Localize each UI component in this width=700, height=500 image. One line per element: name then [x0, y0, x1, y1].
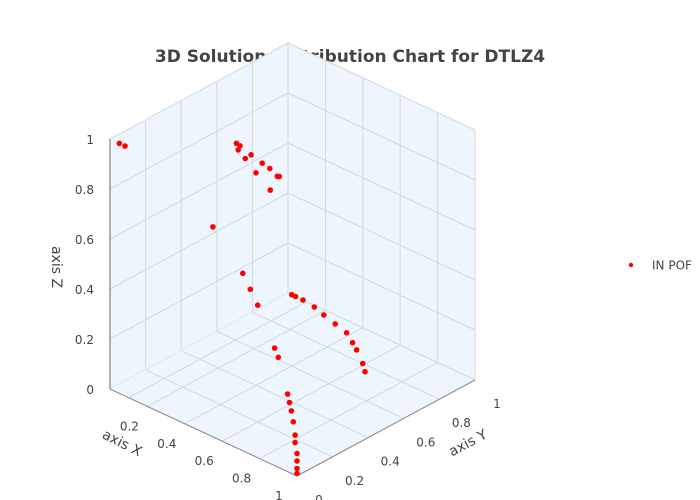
back-wall-yz: [109, 42, 289, 390]
grid-line-x: [147, 309, 326, 407]
grid-line-x: [221, 344, 401, 442]
grid-line-z: [109, 192, 289, 290]
y-tick-label: 0.8: [452, 416, 471, 430]
data-point[interactable]: [284, 391, 291, 397]
data-point[interactable]: [362, 368, 368, 375]
floor-pane: [110, 293, 475, 476]
x-tick-label: 0.6: [195, 454, 214, 468]
wall-yz-pane: [110, 43, 288, 389]
x-tick-label: 0.8: [232, 472, 251, 486]
legend-label-in-pof: IN POF: [652, 259, 692, 273]
data-point[interactable]: [294, 450, 300, 457]
z-tick-label: 1: [86, 133, 94, 147]
data-point[interactable]: [332, 321, 339, 327]
data-point[interactable]: [122, 143, 128, 149]
y-tick-label: 1: [493, 397, 501, 411]
data-point[interactable]: [267, 187, 274, 193]
y-axis-title: axis Y: [446, 427, 490, 461]
z-axis-title: axis Z: [48, 246, 64, 288]
grid-line-x: [128, 301, 307, 399]
y-tick-label: 0.6: [416, 435, 435, 449]
data-point[interactable]: [247, 286, 254, 293]
grid-line-y: [252, 311, 440, 400]
data-point[interactable]: [294, 465, 300, 472]
data-point[interactable]: [253, 170, 259, 176]
grid-line-z: [287, 242, 476, 331]
axis-line-x: [109, 388, 298, 477]
z-tick-label: 0.6: [75, 233, 94, 247]
data-point[interactable]: [292, 432, 298, 438]
grid-line-z: [287, 142, 476, 231]
data-point[interactable]: [294, 470, 300, 477]
x-tick-label: 1: [275, 489, 283, 500]
data-point[interactable]: [240, 270, 246, 277]
y-tick-label: 0: [315, 493, 323, 500]
grid-line-z: [109, 242, 289, 340]
x-tick-label: 0.4: [157, 437, 176, 451]
back-wall-xz: [287, 42, 476, 381]
grid-line-z: [287, 92, 476, 181]
data-point[interactable]: [248, 152, 254, 158]
grid-line-x: [184, 327, 364, 425]
grid-line-z: [109, 42, 289, 140]
legend-marker-in-pof: [628, 262, 634, 268]
data-point[interactable]: [311, 304, 318, 310]
grid-line-y: [287, 292, 476, 381]
grid-line-z: [109, 92, 289, 190]
grid-line-y: [145, 369, 333, 458]
data-point[interactable]: [349, 339, 356, 346]
legend[interactable]: IN POF: [628, 259, 692, 273]
data-point[interactable]: [288, 291, 295, 298]
series-in-pof[interactable]: [116, 140, 368, 477]
data-point[interactable]: [267, 165, 273, 172]
data-point[interactable]: [292, 439, 298, 446]
data-point[interactable]: [290, 419, 297, 425]
data-point[interactable]: [237, 143, 243, 149]
data-point[interactable]: [294, 458, 300, 464]
axis-line-y: [296, 379, 476, 477]
chart-title: 3D Solution Distribution Chart for DTLZ4: [155, 47, 545, 67]
y-tick-label: 0.2: [345, 474, 364, 488]
x-tick-label: 0.2: [120, 419, 139, 433]
data-point[interactable]: [353, 347, 360, 353]
data-point[interactable]: [300, 297, 306, 303]
data-point[interactable]: [321, 312, 327, 318]
grid-line-y: [216, 330, 405, 419]
data-point[interactable]: [254, 302, 261, 309]
grid-line-y: [180, 350, 369, 439]
data-point[interactable]: [271, 345, 278, 351]
data-point[interactable]: [288, 408, 295, 414]
z-tick-label: 0.2: [75, 333, 94, 347]
z-tick-label: 0.4: [75, 283, 94, 297]
grid-line-x: [259, 362, 438, 460]
wall-xz-pane: [288, 43, 475, 380]
scene-3d[interactable]: 0 0.2 0.4 0.6 0.8 1 0.2 0.4 0.6 0.8 1 0 0.2 0.4 0.6 0.8…: [48, 42, 501, 500]
data-point[interactable]: [259, 160, 266, 166]
y-tick-label: 0.4: [381, 455, 400, 469]
data-point[interactable]: [116, 140, 123, 147]
data-point[interactable]: [275, 354, 282, 361]
data-point[interactable]: [286, 399, 293, 406]
z-tick-label: 0: [86, 383, 94, 397]
data-point[interactable]: [210, 224, 216, 230]
tick-labels: 0 0.2 0.4 0.6 0.8 1 0.2 0.4 0.6 0.8 1 0 0.2 0.4 0.6 0.8…: [75, 133, 501, 500]
data-point[interactable]: [343, 330, 350, 336]
grid-line-z: [287, 192, 476, 281]
data-point[interactable]: [276, 173, 283, 180]
grid-line-z: [287, 42, 476, 131]
z-tick-label: 0.8: [75, 183, 94, 197]
data-point[interactable]: [242, 155, 249, 162]
data-point[interactable]: [359, 360, 366, 367]
grid-line-z: [109, 142, 289, 240]
